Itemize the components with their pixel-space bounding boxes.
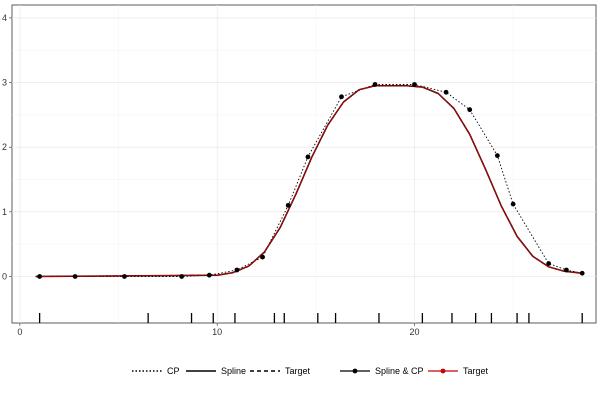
legend-key-point bbox=[440, 368, 446, 374]
x-tick-label: 0 bbox=[17, 327, 22, 337]
grid-minor bbox=[12, 5, 596, 323]
control-point bbox=[546, 261, 552, 266]
control-point bbox=[206, 272, 212, 278]
legend: CP Spline Target Spline & CP Target bbox=[132, 366, 489, 376]
legend-label: Target bbox=[285, 366, 311, 376]
legend-item: Spline & CP bbox=[340, 366, 424, 376]
control-point bbox=[260, 254, 265, 260]
control-point bbox=[339, 94, 344, 100]
control-point bbox=[285, 202, 291, 208]
legend-label: Spline & CP bbox=[375, 366, 424, 376]
series-line-target-2 bbox=[35, 85, 583, 277]
legend-label: Target bbox=[463, 366, 489, 376]
legend-label: Spline bbox=[221, 366, 246, 376]
legend-key-point bbox=[352, 368, 358, 374]
y-tick-label: 1 bbox=[2, 207, 7, 217]
control-point bbox=[37, 274, 43, 279]
control-point bbox=[305, 154, 311, 160]
series-lines bbox=[35, 84, 583, 278]
control-point bbox=[179, 274, 185, 279]
legend-item: CP bbox=[132, 366, 180, 376]
x-tick-label: 20 bbox=[409, 327, 419, 337]
plot-panel bbox=[11, 4, 597, 324]
legend-item: Target bbox=[250, 366, 311, 376]
knot-ticks bbox=[38, 313, 583, 323]
y-tick-label: 3 bbox=[2, 78, 7, 88]
control-point bbox=[579, 270, 585, 276]
control-point bbox=[372, 82, 378, 87]
control-point bbox=[412, 82, 417, 87]
control-point bbox=[443, 89, 449, 95]
y-tick-label: 4 bbox=[2, 13, 7, 23]
control-point bbox=[510, 201, 516, 207]
control-point bbox=[467, 107, 473, 113]
legend-label: CP bbox=[167, 366, 180, 376]
y-axis: 0 1 2 3 4 bbox=[2, 13, 12, 281]
control-points bbox=[37, 82, 585, 279]
legend-item: Target bbox=[428, 366, 489, 376]
legend-item: Spline bbox=[186, 366, 246, 376]
control-point bbox=[564, 267, 569, 273]
control-point bbox=[494, 153, 500, 158]
control-point bbox=[122, 274, 127, 279]
control-point bbox=[72, 274, 78, 279]
x-axis: 0 10 20 bbox=[17, 323, 419, 337]
x-tick-label: 10 bbox=[212, 327, 222, 337]
y-tick-label: 2 bbox=[2, 142, 7, 152]
y-tick-label: 0 bbox=[2, 271, 7, 281]
grid-major bbox=[12, 5, 596, 323]
control-point bbox=[234, 267, 240, 273]
